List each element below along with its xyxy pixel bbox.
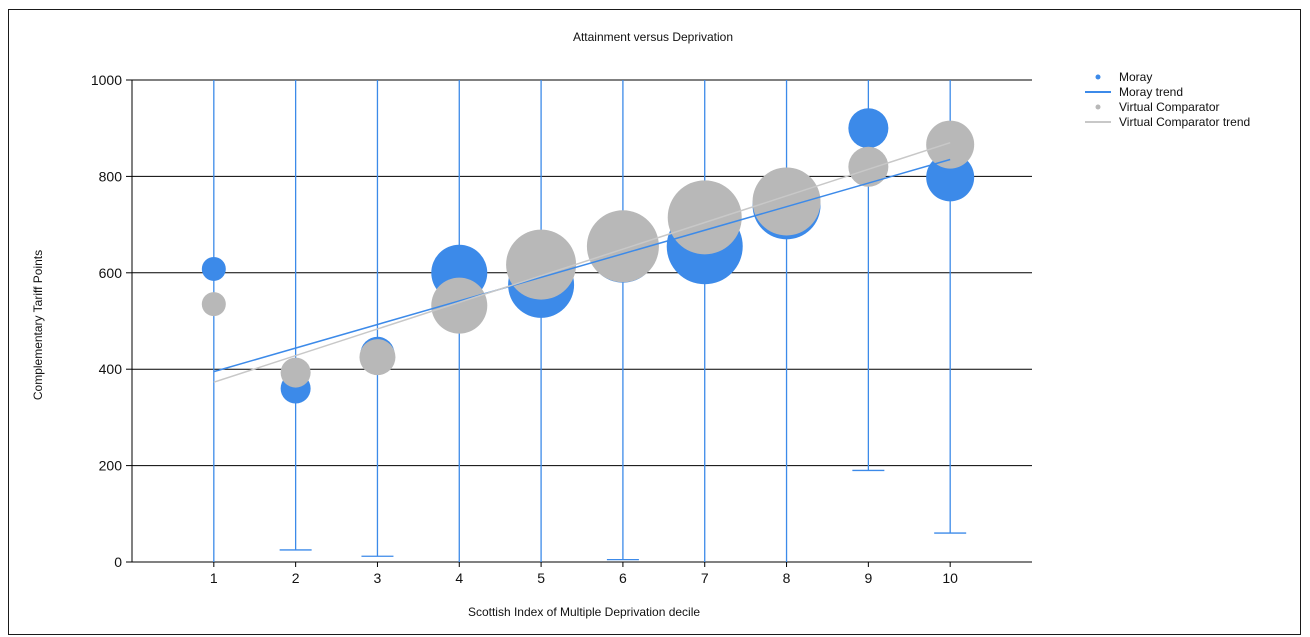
y-tick-label: 800 bbox=[99, 168, 123, 184]
y-tick-label: 200 bbox=[99, 458, 123, 474]
error-bars bbox=[213, 80, 967, 562]
chart-title: Attainment versus Deprivation bbox=[573, 30, 733, 44]
x-tick-label: 3 bbox=[374, 570, 382, 586]
comparator-bubble-7 bbox=[667, 180, 742, 255]
legend-label: Virtual Comparator trend bbox=[1119, 115, 1250, 129]
bubbles bbox=[201, 108, 975, 404]
y-tick-label: 1000 bbox=[91, 72, 122, 88]
legend-label: Virtual Comparator bbox=[1119, 100, 1220, 114]
comparator-bubble-4 bbox=[431, 277, 488, 334]
y-tick-label: 600 bbox=[99, 265, 123, 281]
x-tick-label: 5 bbox=[537, 570, 545, 586]
x-axis-label: Scottish Index of Multiple Deprivation d… bbox=[468, 605, 700, 619]
moray-bubble-1 bbox=[201, 256, 226, 281]
moray-bubble-9 bbox=[848, 108, 889, 149]
trend-lines bbox=[213, 141, 951, 383]
comparator-bubble-6 bbox=[586, 210, 659, 283]
bubble-chart: Attainment versus Deprivation Scottish I… bbox=[31, 30, 1250, 619]
x-tick-label: 10 bbox=[942, 570, 958, 586]
comparator-bubble-3 bbox=[359, 339, 396, 376]
comparator-bubble-5 bbox=[506, 229, 577, 300]
legend-marker-dot bbox=[1095, 104, 1101, 110]
legend-label: Moray bbox=[1119, 70, 1152, 84]
moray-trend-line bbox=[213, 158, 951, 373]
comparator-bubble-2 bbox=[280, 357, 311, 388]
chart-frame: Attainment versus Deprivation Scottish I… bbox=[8, 9, 1301, 635]
x-axis-ticks: 1 2 3 4 5 6 7 8 9 10 bbox=[210, 562, 958, 586]
x-tick-label: 2 bbox=[292, 570, 300, 586]
comparator-bubble-1 bbox=[201, 292, 226, 317]
comparator-bubble-10 bbox=[926, 120, 975, 169]
comparator-trend-line bbox=[213, 141, 951, 383]
x-tick-label: 6 bbox=[619, 570, 627, 586]
x-tick-label: 4 bbox=[455, 570, 463, 586]
legend-marker-dot bbox=[1095, 74, 1101, 80]
y-tick-label: 0 bbox=[114, 554, 122, 570]
comparator-bubble-8 bbox=[752, 167, 821, 236]
x-tick-label: 9 bbox=[864, 570, 872, 586]
comparator-bubble-9 bbox=[848, 146, 889, 187]
y-tick-label: 400 bbox=[99, 361, 123, 377]
x-tick-label: 7 bbox=[701, 570, 709, 586]
legend-label: Moray trend bbox=[1119, 85, 1183, 99]
y-axis-ticks: 0 200 400 600 800 1000 bbox=[91, 72, 132, 570]
y-axis-label: Complementary Tariff Points bbox=[31, 250, 45, 400]
x-tick-label: 1 bbox=[210, 570, 218, 586]
x-tick-label: 8 bbox=[783, 570, 791, 586]
gridlines bbox=[131, 79, 1032, 563]
